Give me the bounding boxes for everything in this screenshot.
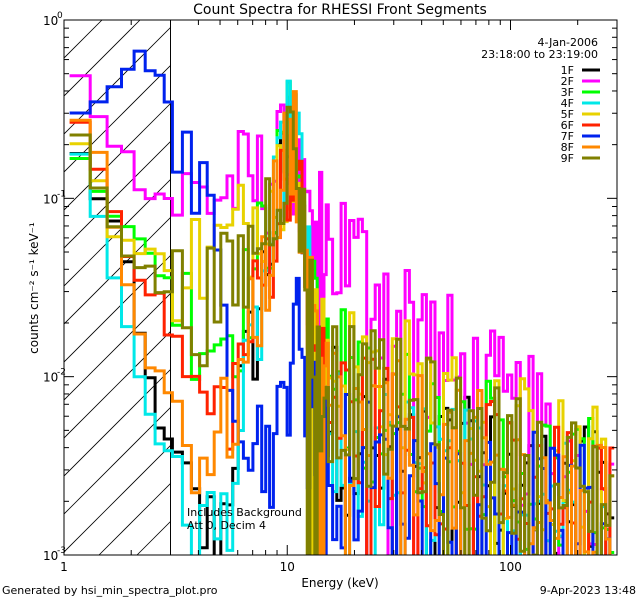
chart-title: Count Spectra for RHESSI Front Segments [193,2,487,18]
y-tick-label: 100 [43,11,63,28]
y-tick-label-base: 10 [43,549,58,563]
hatch-line [64,20,255,211]
legend-label-6f: 6F [561,119,574,132]
hatch-line [64,20,217,173]
y-tick-label: 10-3 [43,546,66,563]
series-line-8f [69,90,612,555]
y-tick-label-exponent: -2 [57,368,66,378]
legend-label-3f: 3F [561,86,574,99]
y-tick-label-exponent: -3 [57,546,66,556]
series-line-9f [69,105,615,555]
legend-label-7f: 7F [561,130,574,143]
hatch-line [64,20,141,97]
plot-frame [63,19,618,556]
y-tick-label-exponent: -1 [57,189,66,199]
y-tick-label-exponent: 0 [57,11,63,21]
legend-label-1f: 1F [561,64,574,77]
y-tick-label-base: 10 [43,14,58,28]
footer-timestamp: 9-Apr-2023 13:48 [540,584,636,597]
chart-date: 4-Jan-2006 [538,36,599,49]
y-tick-label: 10-2 [43,368,66,385]
x-tick-label: 1 [60,560,68,574]
x-axis-label: Energy (keV) [301,576,378,590]
chart-time-range: 23:18:00 to 23:19:00 [481,48,598,61]
hatch-line [64,20,103,59]
legend-label-9f: 9F [561,152,574,165]
y-tick-label: 10-1 [43,189,66,206]
y-axis-label: counts cm⁻² s⁻¹ keV⁻¹ [27,222,41,354]
y-tick-label-base: 10 [43,371,58,385]
series-line-7f [69,49,612,555]
legend-label-8f: 8F [561,141,574,154]
annotation-attenuator: Att 0, Decim 4 [187,519,266,532]
legend-label-5f: 5F [561,108,574,121]
annotation-background: Includes Background [187,506,302,519]
x-tick-labels: 1 10 100 [60,560,522,574]
x-tick-label: 100 [499,560,522,574]
x-tick-label: 10 [280,560,295,574]
y-tick-label-base: 10 [43,192,58,206]
footer-generated-by: Generated by hsi_min_spectra_plot.pro [2,584,218,597]
series-layer [69,49,615,555]
legend-label-2f: 2F [561,75,574,88]
legend-label-4f: 4F [561,97,574,110]
axis-ticks [63,19,618,556]
